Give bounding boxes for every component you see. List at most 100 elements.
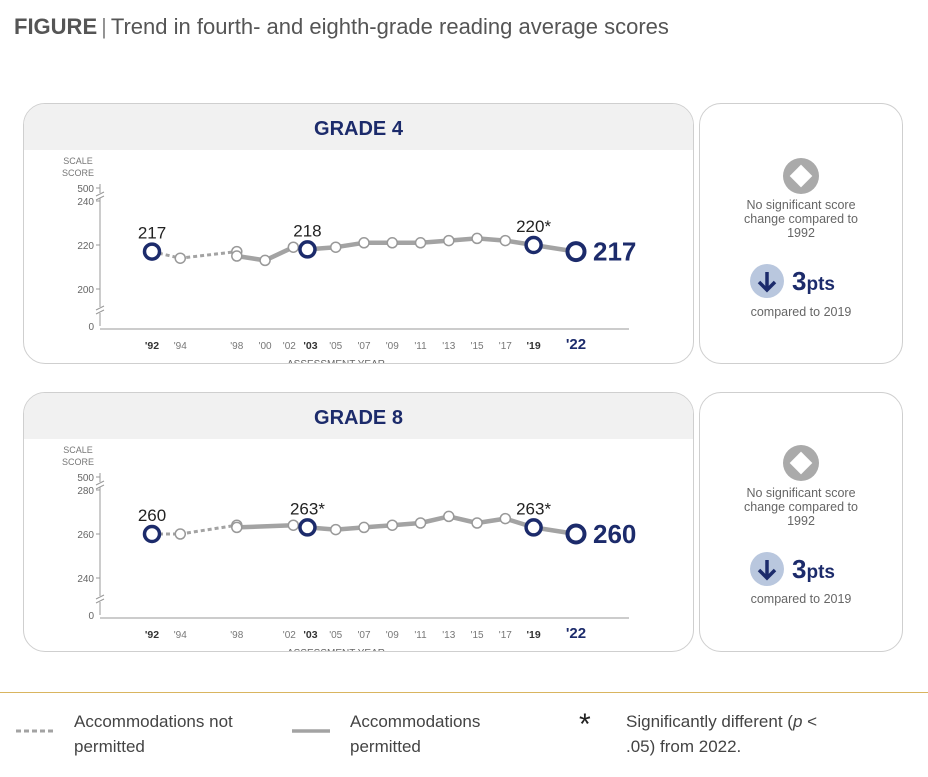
g8-ytick-label: 240 (77, 574, 94, 585)
g8-xtick-label: '15 (471, 630, 484, 641)
legend-dashed-swatch (16, 729, 54, 733)
g8-ytick-label: 500 (77, 473, 94, 484)
g4-xtick-label: '02 (283, 341, 296, 352)
g4-ytick-label: 0 (88, 322, 94, 333)
grade4-vs-1992-text: No significant score change compared to … (744, 198, 858, 240)
g8-xtick-label: '11 (414, 630, 427, 641)
g8-axis-break-bottom-mark2 (95, 598, 105, 604)
down-arrow-icon (750, 264, 784, 298)
grade8-change-unit: pts (806, 562, 835, 583)
g4-axis-break-top-mark1 (95, 191, 105, 197)
grade4-vs-2019-change: 3pts (792, 266, 835, 297)
g8-data-point (443, 510, 455, 523)
g8-data-point (471, 517, 483, 529)
grade4-change-value: 3 (792, 266, 807, 296)
diamond-no-change-icon (783, 158, 819, 194)
g8-data-point (386, 519, 399, 531)
g8-axis-break-top (95, 482, 105, 487)
g8-axis-break-bottom (95, 596, 105, 602)
g4-xtick-label: '07 (357, 341, 370, 352)
g4-data-point (231, 250, 243, 262)
grade8-vs-1992-text: No significant score change compared to … (744, 486, 858, 528)
g8-latest-score-label: 260 (593, 519, 636, 549)
grade8-vs-2019-change: 3pts (792, 554, 835, 585)
grade8-chart-panel: GRADE 8 SCALE SCORE 0 240 260 280 500 '92 '94 '98… (23, 392, 694, 652)
g4-xtick-label: '00 (259, 341, 272, 352)
legend-asterisk-prefix: Significantly different ( (626, 712, 793, 731)
g8-point-label: 263* (290, 499, 325, 518)
g8-axis-break-top-mark1 (95, 480, 105, 486)
g4-xtick-label: '13 (442, 341, 455, 352)
g8-xtick-label: '92 (145, 629, 159, 641)
g4-axis-break-top-mark2 (95, 195, 105, 201)
legend-solid-swatch (292, 729, 330, 733)
grade4-line-chart: SCALE SCORE 0 200 220 240 500 '92 '94 '98 '00 '02 '0… (62, 156, 636, 363)
g4-key-point (298, 240, 317, 259)
g8-data-point (231, 521, 243, 534)
g8-key-point (524, 518, 543, 537)
grade4-comparison-panel: No significant score change compared to … (699, 103, 903, 364)
grade4-chart-panel: GRADE 4 SCALE SCORE 0 200 220 240 500 '92 '94 '98… (23, 103, 694, 364)
grade4-panel-header (24, 104, 693, 150)
g4-ytick-label: 240 (77, 197, 94, 208)
g4-xtick-label: '19 (527, 340, 541, 352)
legend-asterisk-icon: * (579, 708, 591, 741)
legend-p-symbol: p (792, 712, 803, 731)
title-separator: | (101, 14, 107, 39)
g4-ylabel-line1: SCALE (63, 156, 93, 166)
g4-data-point (414, 237, 427, 249)
g4-point-label: 220* (516, 217, 551, 236)
g4-point-label: 217 (138, 224, 166, 243)
g8-xtick-label: '94 (174, 630, 187, 641)
g4-xtick-label: '05 (329, 341, 342, 352)
legend-asterisk-suffix: < .05) from 2022. (626, 712, 818, 756)
g4-point-label: 218 (293, 221, 321, 240)
g4-xtick-label: '15 (471, 341, 484, 352)
g8-xtick-label: '17 (499, 630, 512, 641)
legend-divider (0, 692, 928, 693)
g8-axis-break-top-mark2 (95, 484, 105, 490)
g8-xtick-label: '19 (527, 629, 541, 641)
g8-xlabel: ASSESSMENT YEAR (287, 648, 385, 651)
g8-xtick-label: '09 (386, 630, 399, 641)
g8-key-point (298, 518, 317, 537)
g8-xtick-label: '13 (442, 630, 455, 641)
g8-data-point (329, 523, 342, 536)
g8-key-point (565, 523, 587, 545)
figure-title-text: Trend in fourth- and eighth-grade readin… (110, 14, 669, 39)
g8-xtick-label: '07 (357, 630, 370, 641)
g8-ytick-label: 260 (77, 530, 94, 541)
g4-key-point (142, 242, 162, 261)
g4-key-point (524, 235, 543, 255)
g8-point-label: 263* (516, 499, 551, 518)
g8-ylabel-line1: SCALE (63, 445, 93, 455)
g4-latest-score-label: 217 (593, 237, 636, 267)
legend-solid-label: Accommodations permitted (350, 712, 481, 756)
grade8-line-chart: SCALE SCORE 0 240 260 280 500 '92 '94 '98 '02 '03 '0… (62, 445, 636, 651)
g4-data-point (358, 237, 370, 249)
g8-xtick-label: '22 (566, 625, 586, 642)
g4-data-point (287, 241, 300, 253)
g8-key-point (142, 524, 162, 544)
g8-xtick-label: '98 (230, 630, 243, 641)
grade4-panel-title: GRADE 4 (314, 118, 403, 140)
g4-xtick-label: '98 (230, 341, 243, 352)
g4-axis-break-bottom (95, 307, 105, 313)
g8-ylabel-line2: SCORE (62, 457, 94, 467)
g4-data-point (259, 254, 271, 267)
figure-label: FIGURE (14, 14, 98, 39)
grade8-panel-title: GRADE 8 (314, 407, 403, 429)
g4-axis-break-bottom-mark1 (95, 305, 105, 311)
g4-axis-break-top (95, 193, 105, 198)
grade8-comparison-panel: No significant score change compared to … (699, 392, 903, 652)
g8-xtick-label: '02 (283, 630, 296, 641)
g8-data-point (358, 521, 370, 534)
g4-ytick-label: 200 (77, 285, 94, 296)
figure-title: FIGURE | Trend in fourth- and eighth-grade… (14, 14, 669, 40)
g8-point-label: 260 (138, 506, 166, 525)
g4-axis-break-bottom-mark2 (95, 309, 105, 315)
grade4-vs-2019-text: compared to 2019 (750, 305, 852, 319)
g4-series-line (151, 250, 237, 260)
g8-xtick-label: '05 (329, 630, 342, 641)
g4-xtick-label: '92 (145, 340, 159, 352)
